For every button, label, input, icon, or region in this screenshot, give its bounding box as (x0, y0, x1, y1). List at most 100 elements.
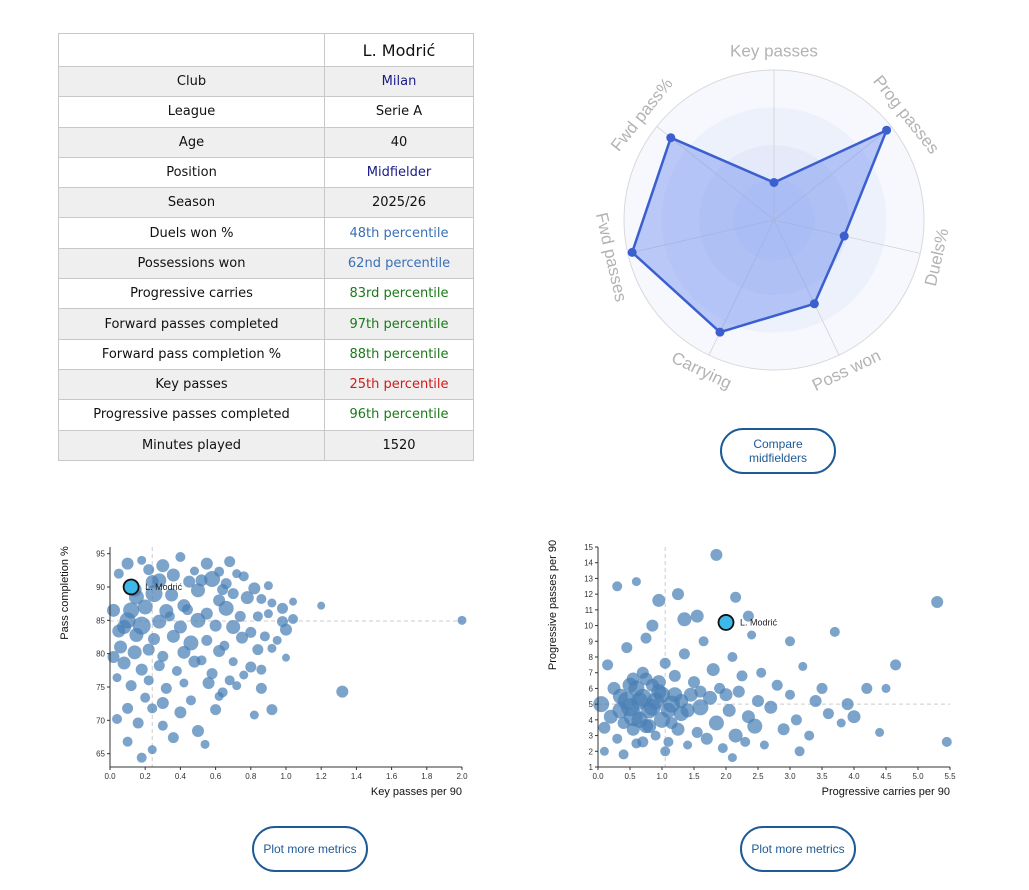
data-point (602, 659, 614, 671)
data-point (152, 614, 167, 629)
data-point (153, 660, 165, 672)
y-tick-label: 70 (96, 716, 105, 725)
radar-point-carrying (715, 327, 725, 337)
y-tick-label: 95 (96, 550, 105, 559)
data-point (136, 752, 147, 763)
data-point (228, 657, 238, 667)
data-point (730, 591, 742, 603)
radar-spoke (773, 219, 840, 356)
data-point (234, 610, 246, 622)
radar-point-fwd-pass (666, 133, 676, 143)
plot-more-right-label: Plot more metrics (751, 842, 845, 856)
y-tick-label: 10 (584, 622, 593, 631)
highlighted-player-label: L. Modrić (145, 582, 183, 592)
data-point (612, 702, 629, 719)
highlighted-player-marker (717, 614, 735, 631)
data-point (200, 739, 210, 749)
data-point (280, 623, 292, 636)
table-row: Age 40 (58, 126, 474, 158)
y-tick-label: 90 (96, 583, 105, 592)
data-point (255, 682, 267, 694)
stat-label: Minutes played (58, 429, 325, 461)
data-point (747, 718, 763, 734)
data-point (137, 555, 147, 565)
data-point (706, 663, 720, 677)
data-point (756, 667, 767, 678)
data-point (652, 593, 666, 607)
data-point (224, 556, 236, 568)
data-point (252, 644, 264, 656)
table-row: Progressive carries 83rd percentile (58, 278, 474, 310)
data-point (107, 651, 120, 663)
data-point (710, 548, 723, 561)
x-tick-label: 1.8 (421, 772, 433, 781)
x-tick-label: 0.6 (210, 772, 222, 781)
data-point (192, 725, 204, 737)
data-point (202, 677, 215, 689)
table-row: Position Midfielder (58, 156, 474, 189)
data-point (785, 636, 795, 647)
data-point (646, 619, 659, 632)
stat-value: 62nd percentile (324, 247, 474, 280)
data-point (117, 656, 131, 670)
data-point (240, 591, 254, 605)
data-point (881, 683, 891, 693)
data-point (249, 710, 259, 720)
data-point (722, 703, 736, 717)
y-tick-label: 4 (589, 716, 594, 725)
stat-label: Forward pass completion % (58, 338, 325, 370)
data-point (218, 600, 234, 616)
plot-more-metrics-button-left[interactable]: Plot more metrics (252, 826, 368, 872)
y-tick-label: 15 (584, 543, 593, 552)
data-point (640, 632, 652, 644)
data-point (206, 668, 218, 680)
data-point (174, 706, 187, 719)
data-point (239, 670, 249, 680)
y-tick-label: 14 (584, 559, 593, 568)
radar-spoke (627, 219, 775, 254)
data-point (191, 583, 205, 598)
table-row: League Serie A (58, 96, 474, 128)
data-point (121, 557, 134, 570)
x-tick-label: 1.0 (656, 772, 668, 781)
x-tick-label: 0.0 (104, 772, 116, 781)
data-point (245, 661, 257, 673)
stat-label: League (58, 96, 325, 128)
data-point (759, 740, 769, 750)
data-point (156, 559, 170, 573)
data-point (691, 726, 703, 738)
y-axis-title: Progressive passes per 90 (547, 540, 559, 670)
radar-point-prog-passes (882, 125, 892, 135)
data-point (861, 682, 873, 694)
x-tick-label: 0.5 (624, 772, 636, 781)
data-point (185, 695, 196, 706)
data-point (227, 588, 239, 600)
y-tick-label: 11 (585, 606, 594, 615)
x-tick-label: 1.4 (351, 772, 363, 781)
y-tick-label: 2 (589, 747, 594, 756)
compare-midfielders-button[interactable]: Compare midfielders (720, 428, 836, 474)
data-point (117, 620, 132, 634)
data-point (678, 648, 690, 660)
data-point (140, 692, 151, 703)
data-point (183, 575, 196, 588)
y-tick-label: 75 (96, 683, 105, 692)
data-point (166, 629, 180, 643)
table-row: Possessions won 62nd percentile (58, 247, 474, 280)
data-point (612, 733, 623, 744)
y-tick-label: 65 (96, 750, 105, 759)
x-tick-label: 3.0 (784, 772, 796, 781)
data-point (690, 609, 704, 623)
data-point (598, 721, 611, 734)
data-point (647, 692, 665, 710)
y-tick-label: 7 (589, 669, 594, 678)
plot-more-metrics-button-right[interactable]: Plot more metrics (740, 826, 856, 872)
data-point (771, 679, 783, 691)
data-point (336, 685, 349, 698)
data-point (785, 689, 795, 700)
data-point (288, 614, 299, 624)
data-point (267, 643, 277, 653)
stat-label: Age (58, 126, 325, 158)
data-point (137, 599, 153, 615)
data-point (727, 652, 738, 662)
